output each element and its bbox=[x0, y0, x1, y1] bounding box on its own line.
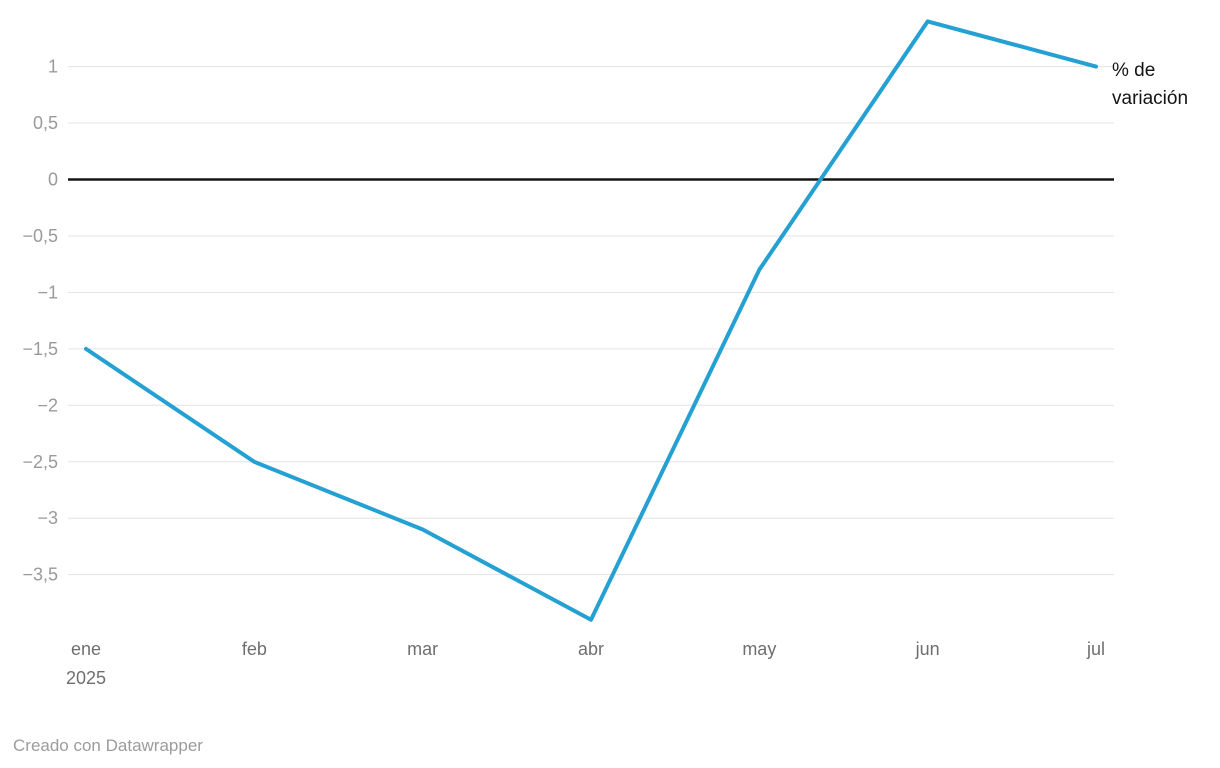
series-label-line1: % de bbox=[1112, 60, 1156, 81]
data-line-pct-variacion bbox=[84, 19, 1098, 622]
y-axis-tick-label: −1,5 bbox=[22, 339, 58, 359]
series-label-line2: variación bbox=[1112, 88, 1189, 109]
y-axis-tick-label: −2,5 bbox=[22, 452, 58, 472]
x-axis-tick-label: jun bbox=[915, 639, 940, 659]
y-axis-tick-label: 1 bbox=[48, 57, 58, 77]
y-axis-tick-label: −0,5 bbox=[22, 226, 58, 246]
y-axis-tick-label: 0 bbox=[48, 170, 58, 190]
x-axis-tick-label: jul bbox=[1086, 639, 1105, 659]
y-axis-tick-label: −3 bbox=[37, 508, 58, 528]
y-axis-tick-label: −1 bbox=[37, 282, 58, 302]
x-axis-tick-label: abr bbox=[578, 639, 604, 659]
y-axis-tick-label: 0,5 bbox=[33, 113, 58, 133]
x-axis-tick-label: feb bbox=[242, 639, 267, 659]
datawrapper-attribution-link[interactable]: Creado con Datawrapper bbox=[13, 736, 203, 755]
y-axis-tick-label: −3,5 bbox=[22, 565, 58, 585]
x-axis-year-label: 2025 bbox=[66, 668, 106, 688]
x-axis-tick-label: mar bbox=[407, 639, 438, 659]
x-axis-tick-label: ene bbox=[71, 639, 101, 659]
series-label: % de variación bbox=[1112, 57, 1217, 113]
y-axis-tick-label: −2 bbox=[37, 395, 58, 415]
x-axis-tick-label: may bbox=[742, 639, 776, 659]
